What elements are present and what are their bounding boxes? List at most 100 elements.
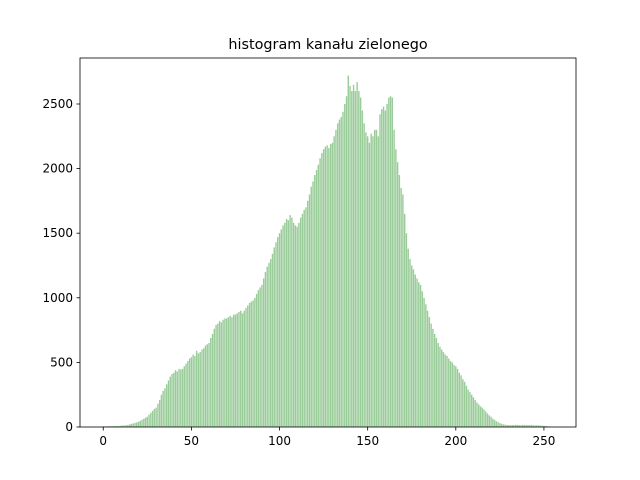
bar [356, 82, 358, 428]
bar [529, 425, 531, 427]
bar [539, 425, 542, 427]
bar [407, 248, 409, 427]
bar [187, 361, 189, 427]
bar [130, 423, 133, 427]
bar [354, 91, 357, 428]
bar [483, 409, 485, 427]
bar [151, 410, 154, 427]
bar [502, 424, 505, 427]
bar [537, 425, 540, 427]
bar [278, 233, 281, 427]
bar [181, 368, 184, 427]
bar [358, 91, 360, 428]
bar [492, 418, 494, 427]
bar [148, 414, 150, 427]
bar [203, 348, 205, 427]
bar [379, 114, 381, 427]
bar [495, 421, 498, 427]
bar [338, 119, 341, 427]
bar [245, 308, 247, 427]
bar [315, 169, 318, 427]
bar [310, 186, 312, 427]
x-tick-label: 250 [532, 434, 555, 448]
bar [426, 310, 429, 427]
bar [153, 408, 156, 427]
bar [236, 313, 238, 427]
chart-title: histogram kanału zielonego [228, 37, 427, 53]
bar [340, 116, 342, 428]
bar [188, 358, 191, 427]
y-tick-label: 0 [65, 420, 73, 434]
bar [222, 319, 224, 427]
bar [162, 390, 164, 427]
bar [241, 313, 244, 427]
bar [536, 425, 538, 427]
bar [294, 225, 297, 427]
bar [328, 147, 330, 427]
bar [433, 333, 436, 427]
bar [465, 385, 468, 427]
bar [160, 394, 163, 427]
bar [374, 129, 376, 428]
bar [194, 355, 196, 427]
bar [296, 226, 298, 427]
bar [451, 362, 453, 427]
bar [208, 343, 210, 427]
bar [146, 416, 149, 427]
bar [322, 149, 325, 428]
bar [479, 406, 482, 427]
bar [158, 399, 161, 427]
bar [467, 389, 469, 427]
bar [268, 262, 270, 427]
bar [455, 366, 457, 427]
bar [218, 321, 221, 427]
bar [132, 423, 134, 427]
bar [416, 278, 418, 427]
bar [395, 149, 397, 428]
bar [405, 233, 408, 427]
x-tick-label: 200 [444, 434, 467, 448]
bar [448, 358, 450, 427]
bar [232, 314, 235, 427]
bar [509, 425, 512, 427]
bar [425, 304, 427, 427]
bar [488, 415, 490, 427]
bar [284, 222, 286, 427]
bar [499, 423, 501, 427]
bar [384, 110, 386, 428]
x-tick-label: 100 [268, 434, 291, 448]
bar [183, 366, 186, 427]
bar [414, 274, 416, 427]
bar [402, 194, 404, 427]
bar [363, 123, 365, 428]
bar [352, 84, 355, 428]
bar [523, 425, 526, 427]
bar [522, 424, 524, 427]
bar [224, 318, 226, 427]
bar [515, 424, 517, 427]
bar [389, 96, 392, 427]
bar [366, 136, 369, 428]
bar [121, 425, 124, 427]
bar [393, 129, 395, 428]
bar [493, 419, 496, 427]
bar [125, 425, 127, 427]
bar [120, 425, 122, 427]
bar [532, 425, 535, 427]
bar [243, 310, 245, 427]
bar [324, 146, 327, 427]
bar [118, 425, 120, 427]
bar [442, 352, 445, 427]
bar [460, 375, 462, 427]
bar [199, 352, 201, 427]
bar [541, 425, 543, 427]
bar [391, 97, 394, 428]
bar [312, 181, 314, 427]
bar [381, 109, 383, 427]
bar [430, 323, 432, 427]
bar [351, 91, 353, 428]
bar [520, 425, 522, 427]
bar [409, 259, 411, 427]
bar [396, 162, 399, 428]
